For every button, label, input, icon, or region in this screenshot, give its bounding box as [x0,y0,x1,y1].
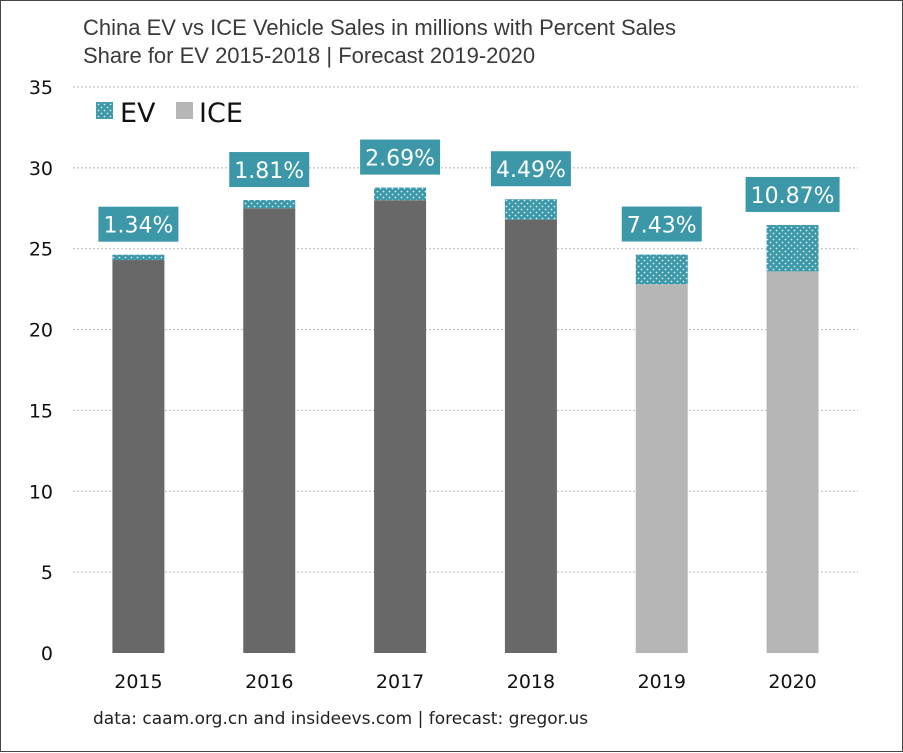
bar-ev-2017 [374,187,427,201]
x-tick-label-2016: 2016 [245,671,293,693]
share-label-box-2016 [229,152,310,188]
chart-title-line-2: Share for EV 2015-2018 | Forecast 2019-2… [83,43,535,68]
bar-ice-2020 [766,271,819,653]
share-label-box-2018 [490,151,571,187]
x-axis-ticks: 2015 2016 2017 2018 2019 2020 [114,671,817,693]
share-label-2017: 2.69% [365,147,435,172]
legend-ice-swatch [176,102,193,119]
y-tick-label: 10 [29,481,53,503]
x-tick-label-2019: 2019 [638,671,686,693]
bar-ev-2019 [635,254,688,285]
bar-ev-2018 [504,199,557,220]
share-label-box-2015 [98,206,179,242]
bar-ev-2015 [112,254,165,261]
y-tick-label: 0 [41,643,53,665]
share-label-box-2019 [621,206,702,242]
legend-ev-label: EV [120,98,156,129]
bar-ev-2020 [766,224,819,272]
bar-ev-2016 [243,200,296,209]
y-tick-label: 5 [41,562,53,584]
y-tick-label: 35 [29,77,53,99]
y-axis-ticks: 0 5 10 15 20 25 30 35 [29,77,53,665]
chart-title-line-1: China EV vs ICE Vehicle Sales in million… [83,15,676,40]
x-tick-label-2018: 2018 [507,671,555,693]
share-label-2018: 4.49% [496,158,566,183]
y-tick-label: 20 [29,320,53,342]
source-note: data: caam.org.cn and insideevs.com | fo… [93,709,588,729]
share-label-2016: 1.81% [234,159,304,184]
share-label-box-2020 [745,176,840,212]
y-tick-label: 15 [29,400,53,422]
bar-ice-2019 [635,284,688,653]
share-label-2015: 1.34% [103,214,173,239]
share-label-box-2017 [360,139,441,175]
x-tick-label-2017: 2017 [376,671,424,693]
share-label-2019: 7.43% [627,214,697,239]
bar-share-labels: 1.34% 1.81% 2.69% 4.49% 7.43% 10.87% [98,139,840,242]
y-tick-label: 30 [29,158,53,180]
legend-ice-label: ICE [199,98,243,129]
x-tick-label-2020: 2020 [768,671,816,693]
share-label-2020: 10.87% [751,184,835,209]
x-tick-label-2015: 2015 [114,671,162,693]
legend-ev-swatch [96,102,113,119]
bar-ice-2016 [243,208,296,654]
gridlines [73,86,858,573]
bar-ice-2017 [374,200,427,653]
bars [112,187,819,654]
legend: EV ICE [96,98,243,129]
bar-ice-2015 [112,260,165,653]
bar-ice-2018 [504,219,557,653]
y-tick-label: 25 [29,239,53,261]
